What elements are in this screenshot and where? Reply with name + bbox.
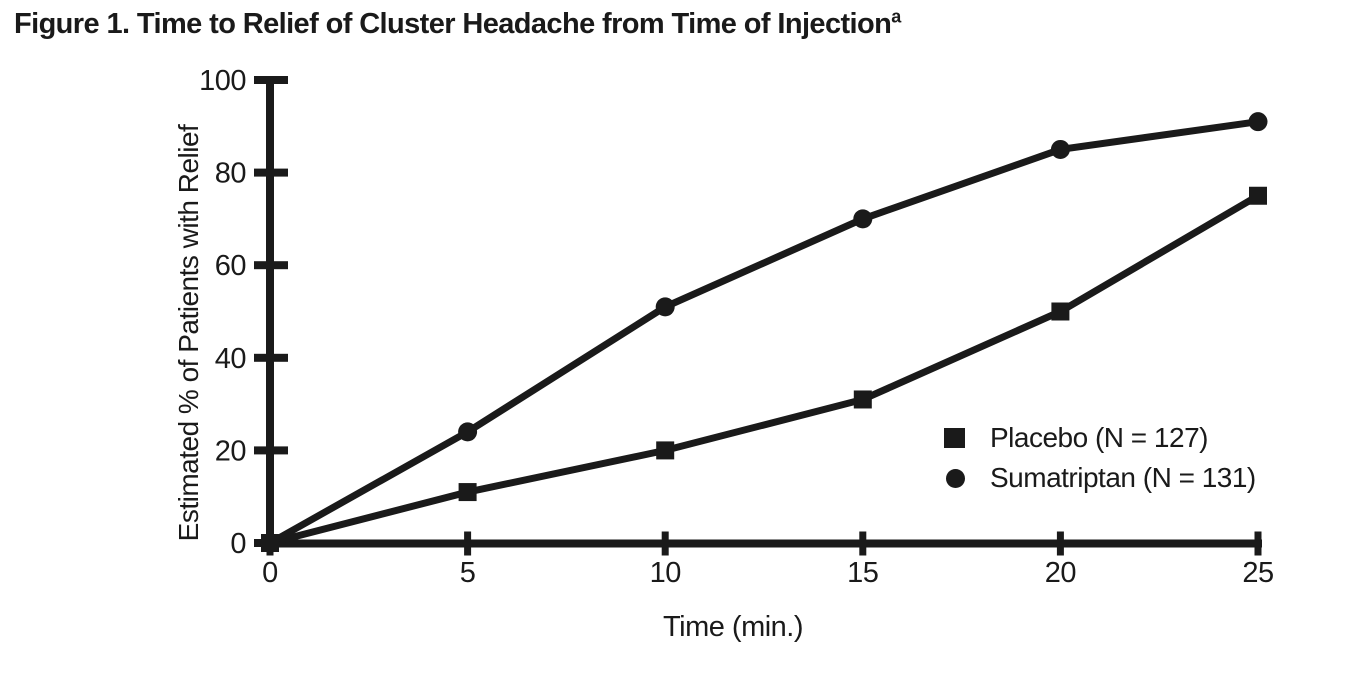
figure-title-text: Figure 1. Time to Relief of Cluster Head… (14, 8, 892, 40)
x-axis-tick (661, 531, 669, 556)
data-point-square-placebo (261, 534, 279, 552)
data-point-square-placebo (458, 483, 477, 502)
x-axis-tick-label: 0 (262, 557, 278, 589)
legend-marker-cell (944, 468, 990, 488)
circle-marker-icon (946, 468, 965, 488)
x-axis-tick-label: 15 (847, 557, 878, 589)
x-axis-tick (1254, 531, 1262, 556)
x-axis-tick-label: 5 (460, 557, 476, 589)
legend-item-placebo: Placebo (N = 127) (944, 418, 1256, 458)
x-axis-label: Time (min.) (662, 611, 804, 643)
square-marker-icon (944, 428, 965, 448)
y-axis-tick (254, 446, 288, 455)
figure-title: Figure 1. Time to Relief of Cluster Head… (14, 6, 901, 41)
y-axis-tick (254, 261, 288, 270)
y-axis-tick-label: 0 (230, 528, 246, 560)
series-line-sumatriptan (268, 118, 1259, 547)
x-axis-tick (859, 531, 867, 556)
data-point-square-placebo (1051, 302, 1070, 321)
y-axis-tick (254, 76, 288, 84)
legend-label-sumatriptan: Sumatriptan (N = 131) (990, 462, 1256, 493)
data-point-square-placebo (853, 390, 872, 409)
y-axis-tick-label: 80 (215, 158, 246, 190)
legend-label-placebo: Placebo (N = 127) (990, 422, 1208, 453)
data-point-circle-sumatriptan (1050, 139, 1070, 159)
y-axis-tick (254, 168, 288, 177)
data-point-square-placebo (1249, 186, 1267, 205)
y-axis-line (266, 76, 274, 547)
data-point-circle-sumatriptan (458, 422, 478, 442)
y-axis-tick-label: 20 (215, 435, 246, 467)
data-point-circle-sumatriptan (1248, 112, 1268, 132)
figure-title-footnote-marker: a (891, 6, 901, 27)
x-axis-tick-label: 20 (1045, 557, 1076, 589)
y-axis-label: Estimated % of Patients with Relief (173, 124, 204, 542)
x-axis-tick-label: 25 (1242, 557, 1273, 589)
y-axis-tick (254, 353, 288, 362)
data-point-circle-sumatriptan (655, 297, 675, 317)
legend-marker-cell (944, 428, 990, 448)
legend: Placebo (N = 127) Sumatriptan (N = 131) (944, 418, 1256, 498)
y-axis-tick-label: 100 (199, 65, 246, 97)
x-axis-line (266, 539, 1262, 548)
legend-item-sumatriptan: Sumatriptan (N = 131) (944, 458, 1256, 498)
series-line-placebo (269, 192, 1260, 547)
y-axis-tick-label: 60 (215, 250, 246, 282)
data-point-square-placebo (656, 441, 675, 460)
x-axis-tick (464, 531, 472, 556)
data-point-circle-sumatriptan (853, 209, 873, 229)
y-axis-tick-label: 40 (215, 343, 246, 375)
x-axis-tick (1056, 531, 1064, 556)
x-axis-tick-label: 10 (650, 557, 681, 589)
